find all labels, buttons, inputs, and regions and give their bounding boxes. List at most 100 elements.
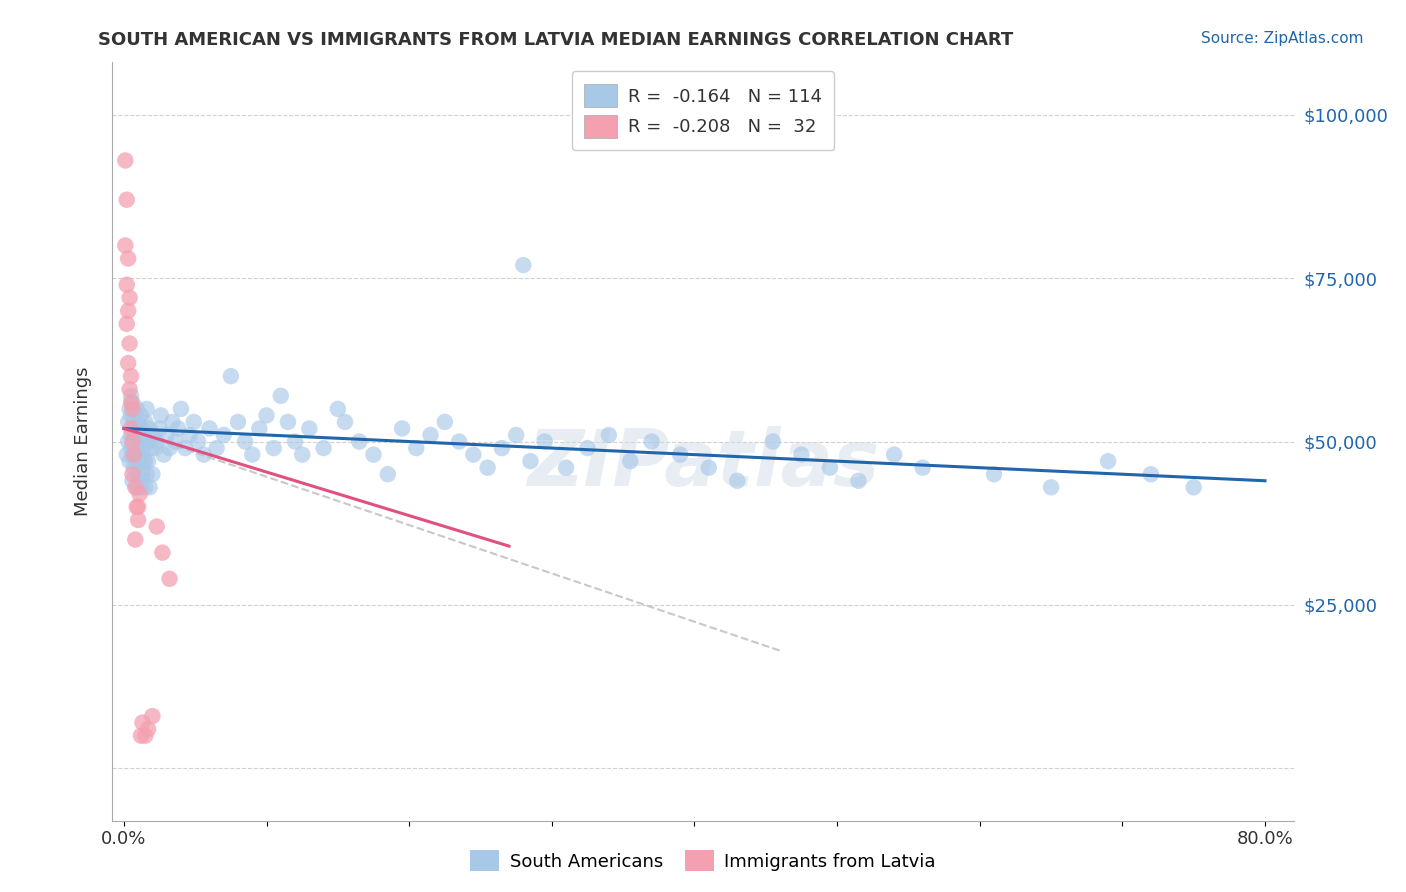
- Point: [277, 415, 299, 429]
- Point: [127, 467, 149, 482]
- Point: [505, 428, 527, 442]
- Point: [115, 277, 138, 292]
- Point: [120, 395, 142, 409]
- Point: [134, 729, 156, 743]
- Point: [141, 709, 163, 723]
- Point: [148, 421, 170, 435]
- Text: Source: ZipAtlas.com: Source: ZipAtlas.com: [1201, 31, 1364, 46]
- Point: [156, 428, 179, 442]
- Point: [174, 441, 197, 455]
- Point: [124, 454, 146, 468]
- Point: [463, 448, 485, 462]
- Point: [377, 467, 399, 482]
- Point: [135, 401, 157, 416]
- Point: [127, 415, 149, 429]
- Point: [205, 441, 228, 455]
- Point: [118, 336, 141, 351]
- Point: [118, 382, 141, 396]
- Point: [165, 434, 187, 449]
- Point: [298, 421, 321, 435]
- Point: [125, 480, 148, 494]
- Point: [270, 389, 292, 403]
- Point: [121, 474, 143, 488]
- Point: [117, 415, 139, 429]
- Point: [124, 533, 146, 547]
- Point: [120, 409, 142, 423]
- Point: [333, 415, 356, 429]
- Point: [911, 460, 934, 475]
- Point: [115, 317, 138, 331]
- Point: [512, 258, 534, 272]
- Point: [120, 428, 142, 442]
- Point: [120, 421, 142, 435]
- Point: [136, 454, 159, 468]
- Point: [167, 421, 190, 435]
- Point: [118, 291, 141, 305]
- Point: [122, 460, 145, 475]
- Point: [128, 487, 150, 501]
- Point: [233, 434, 256, 449]
- Point: [120, 389, 142, 403]
- Point: [135, 467, 157, 482]
- Point: [138, 480, 160, 494]
- Point: [121, 434, 143, 449]
- Point: [491, 441, 513, 455]
- Point: [983, 467, 1005, 482]
- Point: [129, 729, 152, 743]
- Point: [129, 421, 152, 435]
- Text: SOUTH AMERICAN VS IMMIGRANTS FROM LATVIA MEDIAN EARNINGS CORRELATION CHART: SOUTH AMERICAN VS IMMIGRANTS FROM LATVIA…: [98, 31, 1014, 49]
- Point: [124, 480, 146, 494]
- Point: [576, 441, 599, 455]
- Point: [128, 454, 150, 468]
- Point: [121, 448, 143, 462]
- Point: [122, 448, 145, 462]
- Point: [131, 715, 153, 730]
- Legend: South Americans, Immigrants from Latvia: South Americans, Immigrants from Latvia: [463, 843, 943, 879]
- Point: [120, 441, 142, 455]
- Point: [291, 448, 314, 462]
- Point: [117, 252, 139, 266]
- Point: [284, 434, 307, 449]
- Point: [219, 369, 242, 384]
- Point: [391, 421, 413, 435]
- Point: [1140, 467, 1163, 482]
- Point: [117, 356, 139, 370]
- Point: [263, 441, 285, 455]
- Point: [349, 434, 371, 449]
- Point: [121, 467, 143, 482]
- Point: [256, 409, 278, 423]
- Point: [115, 448, 138, 462]
- Point: [162, 415, 184, 429]
- Text: ZIPatlas: ZIPatlas: [527, 426, 879, 502]
- Point: [405, 441, 427, 455]
- Point: [519, 454, 541, 468]
- Point: [125, 401, 148, 416]
- Point: [247, 421, 270, 435]
- Point: [555, 460, 578, 475]
- Point: [114, 153, 136, 168]
- Point: [120, 369, 142, 384]
- Point: [134, 454, 156, 468]
- Point: [118, 454, 141, 468]
- Point: [187, 434, 209, 449]
- Point: [118, 401, 141, 416]
- Point: [697, 460, 720, 475]
- Y-axis label: Median Earnings: Median Earnings: [73, 367, 91, 516]
- Point: [127, 428, 149, 442]
- Point: [128, 448, 150, 462]
- Point: [121, 401, 143, 416]
- Point: [159, 572, 181, 586]
- Point: [127, 500, 149, 514]
- Point: [198, 421, 221, 435]
- Point: [363, 448, 385, 462]
- Point: [762, 434, 785, 449]
- Point: [121, 395, 143, 409]
- Point: [143, 441, 166, 455]
- Point: [129, 480, 152, 494]
- Point: [131, 441, 153, 455]
- Point: [818, 460, 841, 475]
- Point: [179, 428, 201, 442]
- Point: [132, 454, 155, 468]
- Point: [326, 401, 349, 416]
- Point: [170, 401, 193, 416]
